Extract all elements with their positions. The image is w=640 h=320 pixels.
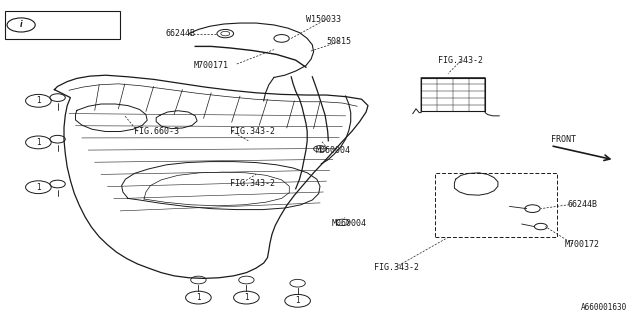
Text: 0500013: 0500013 <box>52 20 95 30</box>
Bar <box>435 173 557 237</box>
Text: 1: 1 <box>244 293 249 302</box>
Text: M700171: M700171 <box>194 61 228 70</box>
Text: M700172: M700172 <box>565 240 600 249</box>
Text: 1: 1 <box>295 296 300 305</box>
Text: A660001630: A660001630 <box>581 303 627 312</box>
Text: FIG.343-2: FIG.343-2 <box>230 127 275 136</box>
Text: 66244B: 66244B <box>568 200 597 209</box>
Text: 1: 1 <box>36 138 41 147</box>
Text: 66244B: 66244B <box>165 29 195 38</box>
Text: 1: 1 <box>36 183 41 192</box>
Text: W150033: W150033 <box>306 15 340 24</box>
Text: FIG.343-2: FIG.343-2 <box>438 56 483 65</box>
Text: FIG.660-3: FIG.660-3 <box>134 127 179 136</box>
Text: 50815: 50815 <box>326 37 352 46</box>
Text: i: i <box>20 20 22 29</box>
FancyBboxPatch shape <box>5 11 120 39</box>
Text: FIG.343-2: FIG.343-2 <box>230 180 275 188</box>
Text: FIG.343-2: FIG.343-2 <box>374 263 419 272</box>
Text: M060004: M060004 <box>316 146 350 155</box>
Text: 1: 1 <box>36 96 41 105</box>
Bar <box>421 78 485 111</box>
Text: 1: 1 <box>196 293 201 302</box>
Text: M060004: M060004 <box>332 220 366 228</box>
Text: FRONT: FRONT <box>550 135 576 144</box>
